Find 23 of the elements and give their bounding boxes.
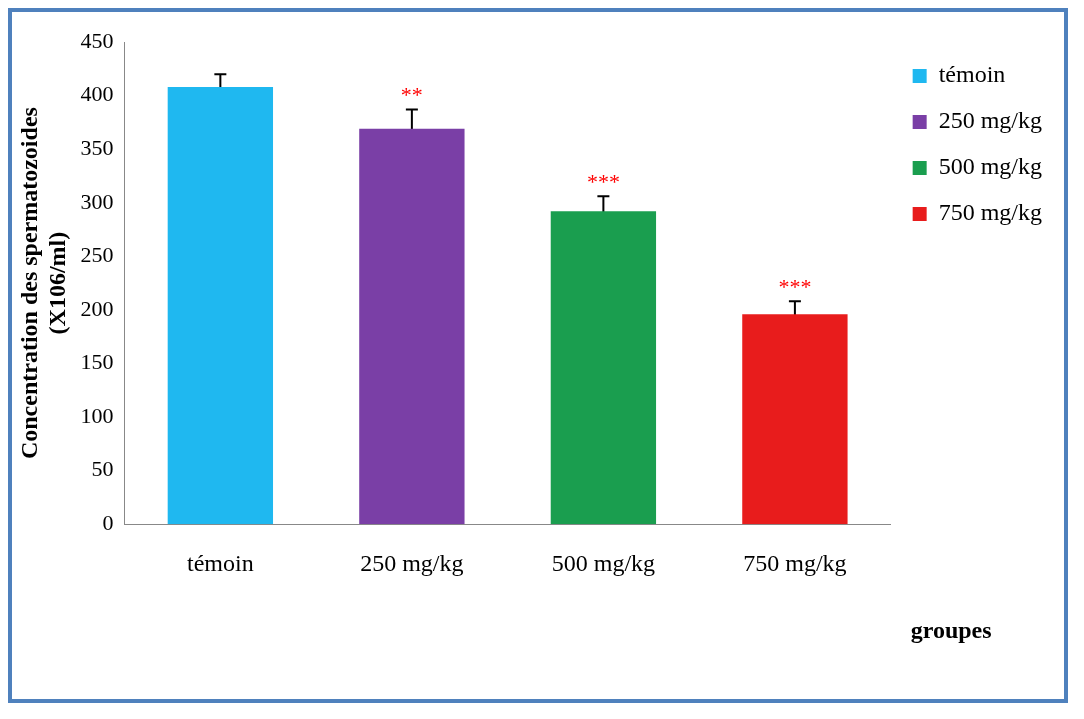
annotation: *** <box>586 169 620 195</box>
y-tick-label: 100 <box>80 402 114 428</box>
y-tick-label: 250 <box>80 242 114 268</box>
y-tick-label: 400 <box>80 81 114 107</box>
y-tick-label: 350 <box>80 134 114 160</box>
legend-label: 500 mg/kg <box>938 153 1043 180</box>
y-tick-label: 450 <box>80 27 114 53</box>
y-tick-label: 200 <box>80 295 114 321</box>
annotation: ** <box>400 82 423 108</box>
x-axis-title: groupes <box>910 617 992 644</box>
x-tick-label: 250 mg/kg <box>360 549 464 576</box>
x-tick-label: témoin <box>187 549 254 576</box>
y-tick-label: 50 <box>91 456 114 482</box>
legend-label: 750 mg/kg <box>938 199 1043 226</box>
legend-label: témoin <box>938 61 1006 88</box>
y-tick-label: 150 <box>80 349 114 375</box>
y-tick-label: 300 <box>80 188 114 214</box>
x-tick-label: 750 mg/kg <box>743 549 847 576</box>
y-axis-title: Concentration des spermatozoides (X106/ml) <box>15 107 71 460</box>
annotation: *** <box>778 274 812 300</box>
y-tick-label: 0 <box>102 509 114 535</box>
x-tick-label: 500 mg/kg <box>551 549 656 576</box>
legend-label: 250 mg/kg <box>938 107 1043 134</box>
